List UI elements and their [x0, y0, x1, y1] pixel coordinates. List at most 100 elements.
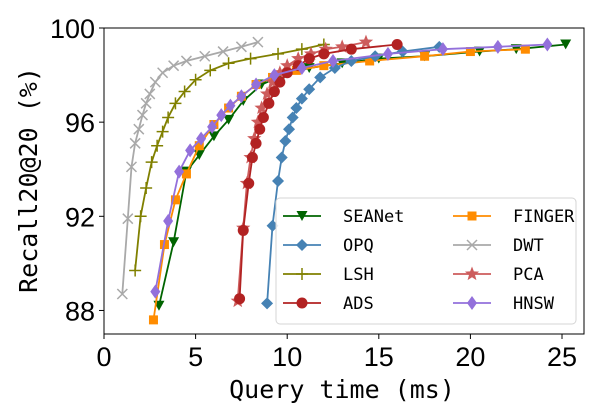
- data-point-pca: [272, 65, 288, 79]
- data-point-pca: [335, 39, 350, 53]
- data-point-dwt: [217, 46, 229, 58]
- data-point-finger: [170, 195, 180, 205]
- data-point-lsh: [140, 182, 153, 195]
- legend-item-hnsw: HNSW: [453, 294, 555, 314]
- data-point-dwt: [122, 213, 134, 225]
- x-tick-label: 20: [455, 342, 485, 372]
- legend-box: [275, 197, 577, 325]
- legend-marker-ads: [296, 297, 308, 309]
- data-point-dwt: [136, 109, 149, 121]
- plot-frame: [103, 27, 585, 335]
- data-point-pca: [254, 100, 269, 115]
- data-point-lsh: [162, 111, 175, 124]
- series-line-ads: [238, 43, 398, 299]
- data-point-opq: [261, 297, 274, 310]
- data-point-finger: [194, 141, 204, 151]
- legend-label-pca: PCA: [513, 265, 544, 285]
- data-point-pca: [303, 46, 319, 60]
- data-point-ads: [391, 38, 403, 50]
- data-point-hnsw: [251, 77, 262, 92]
- data-point-dwt: [133, 123, 145, 135]
- data-point-finger: [319, 61, 329, 71]
- data-point-opq: [290, 102, 303, 115]
- data-point-hnsw: [236, 89, 247, 104]
- data-point-lsh: [178, 85, 191, 98]
- legend-marker-finger: [467, 211, 477, 221]
- data-point-hnsw: [163, 214, 174, 229]
- data-point-pca: [291, 51, 306, 65]
- data-point-lsh: [295, 43, 308, 56]
- legend-marker-seanet: [296, 211, 308, 221]
- data-point-lsh: [222, 57, 235, 70]
- data-point-opq: [283, 123, 296, 136]
- data-point-finger: [181, 169, 191, 179]
- data-point-hnsw: [150, 284, 161, 299]
- data-point-dwt: [144, 88, 156, 100]
- axes-layer: 0 5 10 15 20 25 88 92 96 100: [50, 14, 585, 372]
- data-point-lsh: [134, 210, 147, 223]
- series-line-lsh: [134, 43, 324, 271]
- data-point-lsh: [169, 97, 182, 110]
- legend-label-ads: ADS: [343, 294, 374, 314]
- data-point-hnsw: [437, 42, 448, 57]
- data-point-dwt: [235, 41, 247, 53]
- data-point-ads: [303, 53, 315, 65]
- y-tick-label: 88: [65, 296, 95, 326]
- data-point-dwt: [125, 161, 138, 173]
- series-line-pca: [236, 41, 367, 302]
- x-tick-label: 0: [96, 342, 111, 372]
- x-tick-label: 25: [547, 342, 577, 372]
- data-point-lsh: [129, 264, 142, 277]
- data-point-ads: [250, 137, 262, 149]
- y-axis-title: Recall20@20 (%): [14, 67, 43, 293]
- series-lsh: [129, 38, 330, 277]
- data-point-seanet: [168, 237, 180, 248]
- data-point-finger: [520, 44, 530, 54]
- data-point-lsh: [272, 47, 285, 60]
- data-point-ads: [345, 43, 357, 55]
- data-point-hnsw: [328, 53, 339, 68]
- legend-item-opq: OPQ: [283, 236, 374, 256]
- data-point-pca: [280, 58, 295, 72]
- legend-label-finger: FINGER: [513, 207, 575, 227]
- data-point-pca: [358, 34, 374, 49]
- data-point-seanet: [208, 131, 220, 142]
- data-point-hnsw: [225, 98, 236, 113]
- data-point-hnsw: [382, 46, 393, 61]
- data-point-hnsw: [207, 119, 218, 134]
- legend-marker-opq: [296, 239, 308, 251]
- legend: SEANet FINGER OPQ DWT LSH PCA ADS HNSW: [275, 197, 577, 325]
- data-point-hnsw: [216, 108, 227, 123]
- data-point-ads: [274, 76, 286, 88]
- data-point-ads: [263, 97, 275, 109]
- data-point-ads: [268, 86, 280, 98]
- data-point-hnsw: [196, 131, 207, 146]
- data-point-opq: [303, 83, 316, 96]
- data-point-seanet: [560, 39, 572, 50]
- data-point-opq: [286, 111, 299, 124]
- series-hnsw: [150, 37, 553, 299]
- x-tick-label: 5: [188, 342, 203, 372]
- data-point-lsh: [189, 73, 202, 86]
- data-point-pca: [247, 131, 262, 145]
- data-point-lsh: [204, 64, 217, 77]
- data-point-seanet: [223, 114, 235, 125]
- x-tick-label: 10: [272, 342, 302, 372]
- legend-marker-pca: [464, 266, 480, 281]
- data-point-opq: [345, 54, 358, 67]
- legend-item-seanet: SEANet: [283, 207, 404, 227]
- data-point-opq: [272, 175, 285, 187]
- data-point-hnsw: [174, 164, 185, 179]
- data-point-dwt: [180, 55, 192, 67]
- data-point-hnsw: [492, 39, 503, 54]
- y-tick-label: 96: [65, 108, 95, 138]
- data-point-dwt: [140, 97, 152, 109]
- series-dwt: [116, 36, 264, 300]
- data-point-hnsw: [269, 68, 280, 83]
- data-point-finger: [465, 47, 475, 57]
- data-point-ads: [254, 123, 266, 135]
- data-point-hnsw: [542, 37, 553, 52]
- data-point-ads: [257, 111, 269, 123]
- data-point-lsh: [244, 52, 257, 65]
